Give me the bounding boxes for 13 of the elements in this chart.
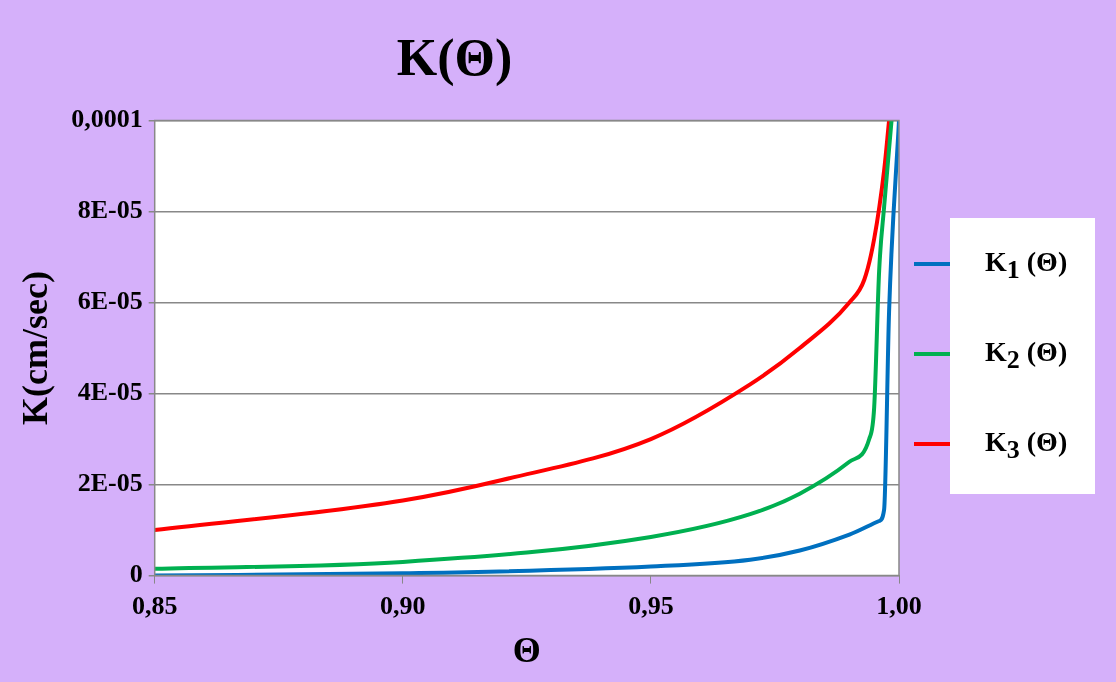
y-tick-label: 0,0001 — [71, 104, 143, 134]
y-tick-label: 0 — [129, 559, 143, 589]
x-tick-label: 0,90 — [380, 590, 426, 620]
y-tick-label: 4E-05 — [77, 377, 143, 407]
x-axis-title: Θ — [512, 629, 541, 670]
x-tick-label: 1,00 — [876, 590, 922, 620]
y-tick-label: 6E-05 — [77, 286, 143, 316]
y-tick-label: 2E-05 — [77, 468, 143, 498]
y-axis-title: K(cm/sec) — [14, 271, 55, 425]
x-tick-label: 0,85 — [131, 590, 178, 620]
y-tick-label: 8E-05 — [77, 195, 143, 225]
chart-title: K(Θ) — [396, 28, 513, 87]
x-tick-label: 0,95 — [628, 590, 674, 620]
